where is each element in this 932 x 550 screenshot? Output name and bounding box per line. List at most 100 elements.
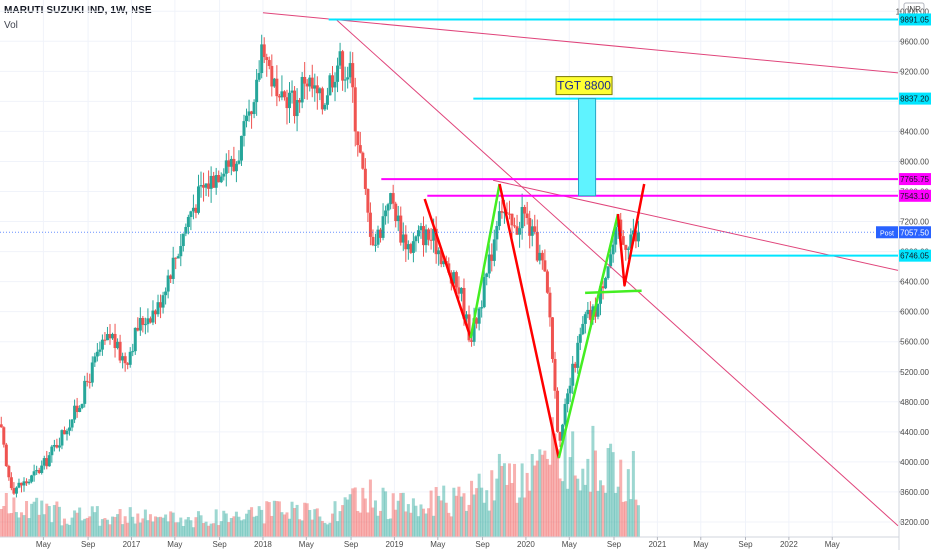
volume-bar	[159, 516, 163, 537]
candle-body	[513, 225, 517, 227]
candle-body	[0, 424, 3, 428]
candle-body	[300, 76, 304, 103]
volume-bar	[224, 513, 228, 537]
candle-body	[586, 309, 590, 315]
pattern-line-green[interactable]	[557, 213, 620, 459]
level-tag-label: 8837.20	[900, 95, 929, 104]
candle-body	[75, 405, 79, 412]
pattern-line-green[interactable]	[469, 183, 501, 339]
candle-body	[379, 229, 383, 238]
candle-body	[138, 317, 142, 331]
volume-bar	[586, 458, 590, 537]
candle-body	[290, 90, 294, 93]
volume-bar	[500, 465, 504, 537]
volume-bar	[93, 512, 97, 537]
candle-body	[384, 210, 388, 217]
volume-bar	[616, 486, 620, 537]
volume-bar	[341, 505, 345, 537]
candle-body	[222, 173, 226, 177]
level-tag	[899, 173, 931, 186]
candle-body	[12, 488, 16, 494]
chart-title: MARUTI SUZUKI IND, 1W, NSE	[4, 5, 152, 16]
candle-body	[477, 308, 481, 324]
candle-body	[184, 227, 188, 234]
price-axis[interactable]	[899, 0, 932, 550]
candle-body	[45, 458, 49, 467]
volume-bar	[156, 517, 160, 537]
volume-bar	[634, 499, 638, 537]
volume-bar	[505, 484, 509, 537]
x-tick-label: 2019	[386, 540, 404, 549]
volume-bar	[366, 512, 370, 537]
volume-bar	[9, 513, 13, 537]
candle-body	[189, 211, 193, 217]
volume-bars	[0, 417, 640, 537]
volume-bar	[411, 498, 415, 537]
level-tag-label: 6746.05	[900, 252, 929, 261]
x-tick-label: May	[562, 540, 577, 549]
volume-indicator-label[interactable]: Vol	[4, 20, 18, 31]
target-box[interactable]	[578, 98, 597, 197]
trendline[interactable]	[262, 12, 899, 74]
candle-body	[116, 341, 120, 349]
volume-bar	[55, 501, 59, 537]
volume-bar	[409, 512, 413, 537]
candle-body	[247, 111, 251, 116]
candle-body	[78, 407, 82, 412]
pattern-line-red[interactable]	[498, 183, 561, 459]
volume-bar	[161, 517, 165, 537]
candle-body	[80, 403, 84, 408]
candle-body	[267, 60, 271, 66]
candle-body	[55, 444, 59, 448]
trendline[interactable]	[334, 18, 899, 527]
pattern-line-green[interactable]	[585, 289, 642, 295]
y-tick-label: 3600.00	[900, 488, 929, 497]
volume-bar	[477, 473, 481, 537]
y-tick-label: 10000.00	[896, 7, 930, 16]
pattern-line-red[interactable]	[423, 198, 472, 339]
trendline[interactable]	[492, 179, 899, 271]
volume-bar	[214, 509, 218, 537]
candle-body	[323, 104, 327, 110]
candle-body	[439, 250, 443, 265]
volume-bar	[601, 485, 605, 537]
volume-bar	[318, 516, 322, 537]
candle-body	[217, 175, 221, 183]
candle-body	[404, 234, 408, 250]
volume-bar	[545, 458, 549, 537]
candle-body	[303, 76, 307, 84]
volume-bar	[80, 520, 84, 537]
x-tick-label: May	[167, 540, 182, 549]
volume-bar	[406, 504, 410, 537]
volume-bar	[540, 454, 544, 537]
volume-bar	[105, 519, 109, 537]
candle-body	[315, 85, 319, 94]
candle-body	[389, 193, 393, 205]
candle-body	[204, 183, 208, 188]
volume-bar	[452, 487, 456, 537]
volume-bar	[454, 495, 458, 537]
candle-body	[35, 470, 39, 472]
candle-body	[399, 215, 403, 243]
volume-bar	[437, 495, 441, 537]
volume-bar	[515, 502, 519, 537]
candle-body	[609, 254, 613, 267]
candle-body	[540, 252, 544, 261]
candle-body	[510, 213, 514, 226]
volume-bar	[295, 504, 299, 537]
candle-body	[568, 385, 572, 394]
candle-body	[604, 278, 608, 289]
volume-bar	[131, 516, 135, 537]
volume-bar	[487, 510, 491, 537]
volume-bar	[538, 449, 542, 537]
candle-body	[105, 334, 109, 341]
volume-bar	[136, 513, 140, 537]
volume-bar	[416, 516, 420, 537]
y-tick-label: 7200.00	[900, 218, 929, 227]
candle-body	[535, 231, 539, 261]
volume-bar	[212, 523, 216, 537]
pattern-line-red[interactable]	[616, 183, 646, 287]
volume-bar	[472, 494, 476, 537]
volume-bar	[530, 453, 534, 537]
